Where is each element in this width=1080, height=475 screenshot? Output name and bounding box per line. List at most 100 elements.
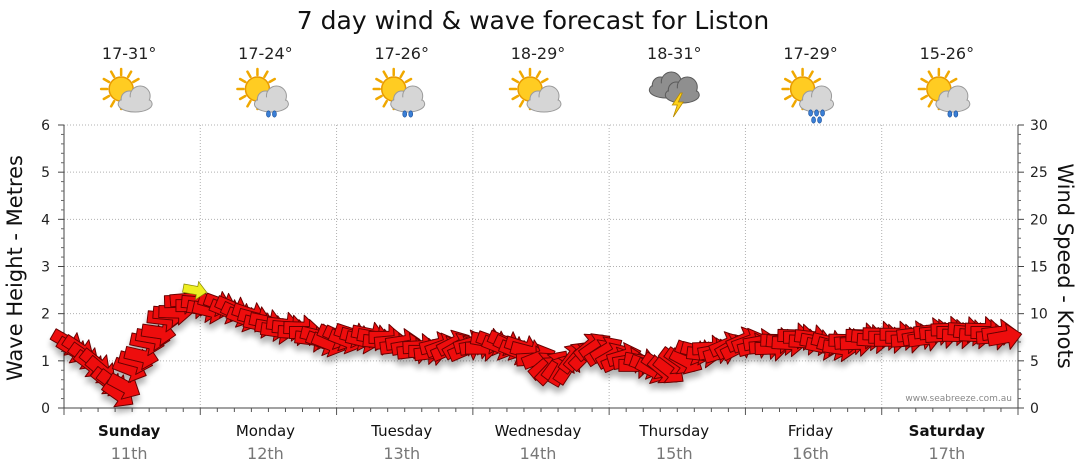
sun-ray [813, 77, 822, 84]
left-axis-title: Wave Height - Metres [3, 155, 27, 381]
x-axis-ticks [63, 408, 1019, 415]
sun-ray [927, 99, 934, 108]
wind-arrow-shape [182, 280, 208, 301]
sun-cloud-rain-icon [236, 67, 289, 118]
sun-ray [808, 70, 814, 79]
day-date-label: 13th [383, 444, 420, 463]
rain-drop [811, 116, 816, 124]
temperature-label: 17-31° [102, 44, 157, 63]
weather-icons-row [99, 67, 971, 124]
partly-cloudy-icon [508, 67, 562, 113]
right-axis-title: Wind Speed - Knots [1053, 163, 1077, 368]
left-tick-label: 2 [41, 307, 50, 323]
sun-ray [791, 99, 797, 108]
day-name-label: Thursday [638, 422, 709, 440]
sun-ray [382, 99, 388, 108]
sun-ray [535, 70, 542, 79]
temperature-label: 17-29° [783, 44, 838, 63]
sun-ray [263, 70, 269, 79]
temperature-row: 17-31° 17-24° 17-26° 18-29° 18-31° 17-29° 15-2… [102, 44, 974, 63]
sun-ray [784, 77, 792, 84]
wind-arrows [49, 280, 1023, 408]
rain-drop [820, 109, 825, 117]
day-date-label: 11th [111, 444, 148, 463]
sun-ray [109, 99, 116, 108]
sun-ray [246, 70, 252, 79]
sun-ray [246, 99, 252, 108]
left-tick-label: 6 [41, 118, 50, 134]
sun-ray [382, 70, 388, 79]
right-tick-label: 20 [1030, 212, 1048, 228]
left-tick-label: 0 [41, 401, 50, 417]
rain-drop [947, 110, 953, 118]
right-tick-label: 5 [1030, 354, 1039, 370]
wind-arrow [986, 323, 1023, 350]
sun-ray [927, 70, 934, 79]
rain-drop [266, 110, 271, 118]
left-tick-label: 4 [41, 212, 50, 228]
left-tick-label: 3 [41, 260, 50, 276]
cloud-fill [119, 97, 152, 111]
sun-cloud-rain-icon [917, 67, 971, 118]
sun-ray [399, 70, 405, 79]
right-tick-label: 10 [1030, 307, 1048, 323]
wind-arrow-shape [986, 323, 1023, 350]
sun-ray [944, 70, 951, 79]
sun-ray [375, 94, 383, 101]
sun-ray [784, 94, 792, 101]
sun-cloud-heavy-rain-icon [781, 67, 835, 124]
sun-ray [102, 77, 111, 84]
cloud-fill [936, 97, 969, 111]
right-axis-ticks: 0 5 10 15 20 25 30 [1018, 118, 1048, 417]
temperature-label: 18-29° [511, 44, 566, 63]
day-labels: Sunday 11th Monday 12th Tuesday 13th Wednesday… [98, 422, 985, 463]
storm-icon [648, 71, 700, 118]
credit-text: www.seabreeze.com.au [905, 394, 1012, 404]
sun-ray [791, 70, 797, 79]
rain-drop [814, 109, 819, 117]
day-date-label: 16th [792, 444, 829, 463]
sun-ray [238, 94, 247, 101]
sun-ray [518, 70, 525, 79]
sun-ray [511, 94, 520, 101]
wind-arrow-highlight [182, 280, 208, 301]
cloud-fill [666, 88, 699, 102]
left-tick-label: 1 [41, 354, 50, 370]
cloud-fill [255, 97, 288, 111]
rain-drop [272, 110, 277, 118]
day-name-label: Monday [236, 422, 295, 440]
rain-drop [808, 109, 813, 117]
cloud-fill [800, 97, 833, 111]
sun-ray [920, 77, 928, 84]
right-tick-label: 30 [1030, 118, 1048, 134]
day-name-label: Wednesday [495, 422, 582, 440]
temperature-label: 17-26° [374, 44, 429, 63]
sun-ray [375, 77, 383, 84]
day-date-label: 15th [656, 444, 693, 463]
rain-drop [402, 110, 408, 118]
sun-ray [404, 77, 413, 84]
right-tick-label: 0 [1030, 401, 1039, 417]
temperature-label: 18-31° [647, 44, 702, 63]
left-tick-label: 5 [41, 165, 50, 181]
sun-ray [109, 70, 116, 79]
left-axis-ticks: 0 1 2 3 4 5 6 [41, 118, 64, 417]
cloud-fill [528, 97, 560, 111]
cloud-fill [391, 97, 424, 111]
chart-title: 7 day wind & wave forecast for Liston [297, 6, 769, 35]
rain-drop [953, 110, 959, 118]
right-tick-label: 15 [1030, 260, 1048, 276]
day-name-label: Friday [788, 422, 834, 440]
sun-ray [540, 77, 549, 84]
sun-ray [132, 77, 140, 84]
lightning-bolt [671, 92, 685, 118]
right-tick-label: 25 [1030, 165, 1048, 181]
day-date-label: 12th [247, 444, 284, 463]
day-date-label: 14th [520, 444, 557, 463]
rain-drop [408, 110, 414, 118]
sun-cloud-rain-icon [372, 67, 426, 118]
sun-ray [511, 77, 520, 84]
sun-ray [102, 94, 111, 101]
sun-ray [126, 70, 133, 79]
